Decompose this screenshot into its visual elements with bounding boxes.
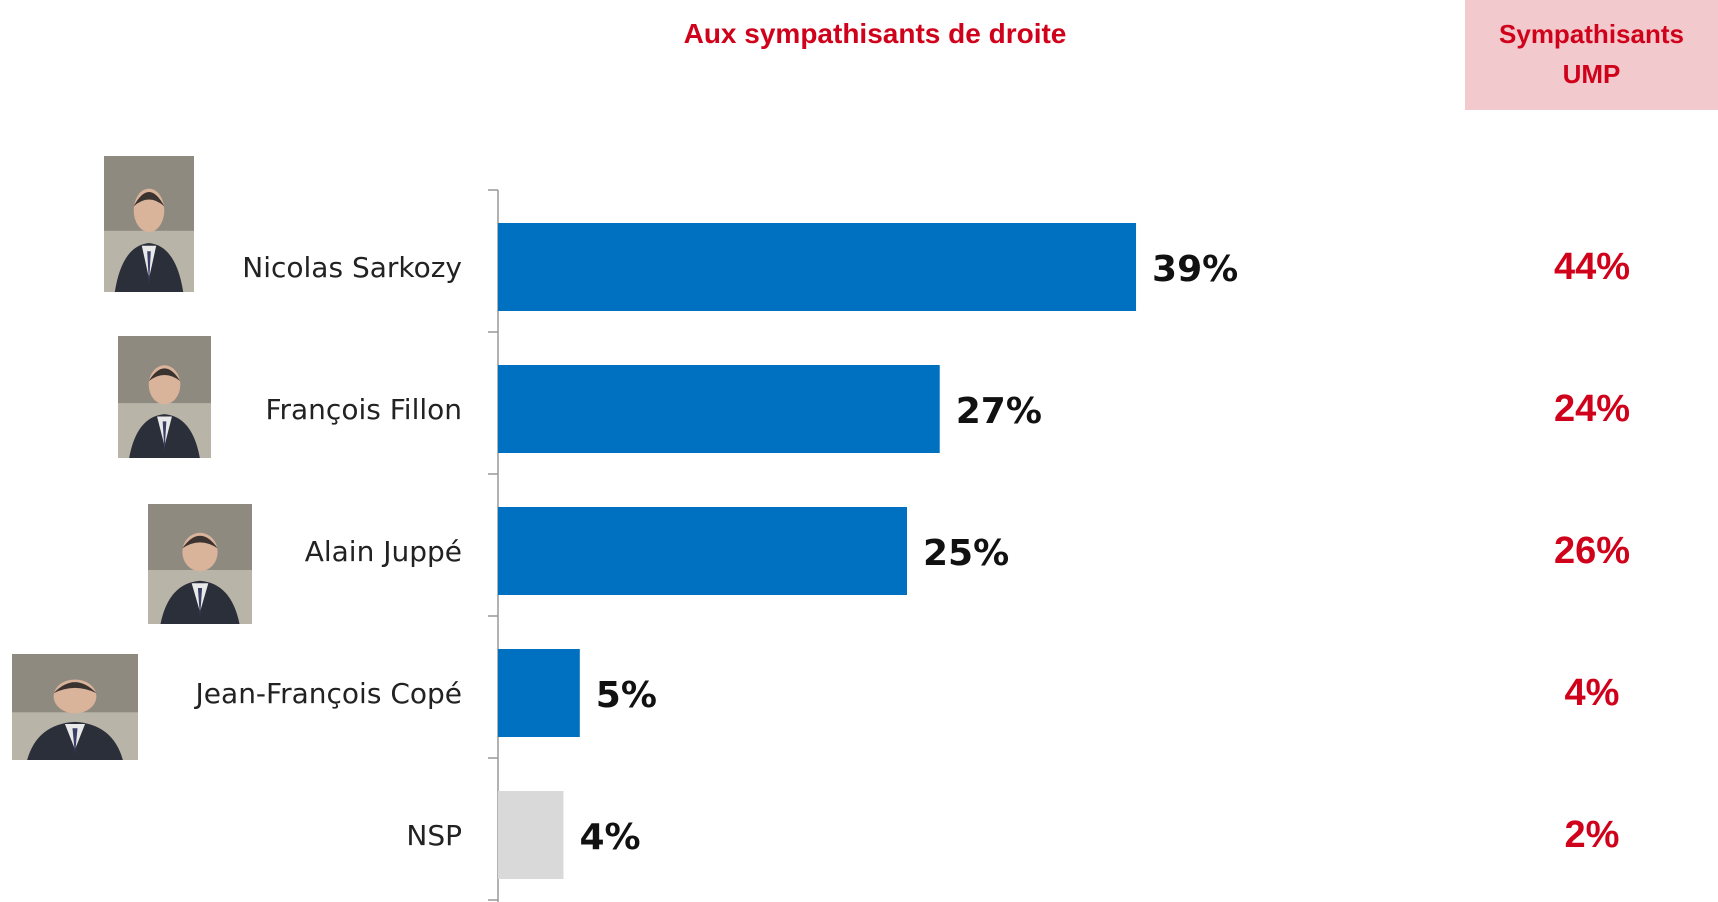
chart-title: Aux sympathisants de droite: [683, 18, 1067, 49]
ump-value-label: 24%: [1554, 388, 1630, 430]
bar-4: [498, 649, 580, 737]
ump-value-label: 4%: [1565, 672, 1620, 714]
category-label: Alain Juppé: [305, 535, 462, 568]
person-photo: [12, 654, 138, 760]
ump-column-header: Sympathisants UMP: [1465, 0, 1718, 110]
person-photo: [118, 336, 211, 458]
value-label: 25%: [923, 533, 1009, 574]
value-label: 4%: [579, 817, 640, 858]
value-label: 5%: [596, 675, 657, 716]
bar-1: [498, 223, 1137, 311]
bar-3: [498, 507, 907, 595]
axis-group: [488, 189, 499, 902]
ump-header-line-1: Sympathisants: [1499, 19, 1684, 49]
person-photo: [104, 156, 194, 292]
value-label: 39%: [1152, 249, 1238, 290]
labels-group: Nicolas Sarkozy 39% 44% François Fillon 27% 2…: [194, 246, 1630, 858]
bar-5: [498, 791, 564, 879]
category-label: NSP: [406, 819, 462, 852]
photos-group: [12, 156, 252, 760]
ump-value-label: 2%: [1565, 814, 1620, 856]
person-photo: [148, 504, 252, 624]
category-label: François Fillon: [265, 393, 462, 426]
ump-value-label: 44%: [1554, 246, 1630, 288]
bars-group: [498, 223, 1137, 879]
ump-header-line-2: UMP: [1562, 59, 1621, 89]
bar-2: [498, 365, 940, 453]
category-label: Nicolas Sarkozy: [242, 251, 462, 284]
category-label: Jean-François Copé: [194, 677, 462, 710]
value-label: 27%: [956, 391, 1042, 432]
ump-value-label: 26%: [1554, 530, 1630, 572]
